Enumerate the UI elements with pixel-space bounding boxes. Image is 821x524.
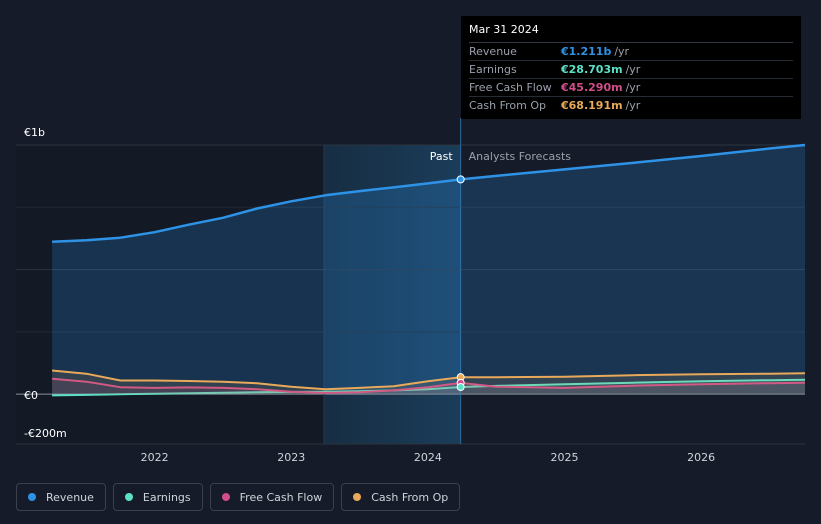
tooltip-row-revenue: Revenue €1.211b /yr [469, 43, 793, 61]
tooltip-unit: /yr [625, 63, 641, 76]
tooltip-label: Cash From Op [469, 99, 547, 112]
legend-label: Cash From Op [371, 490, 449, 504]
legend-item-free-cash-flow[interactable]: Free Cash Flow [209, 483, 335, 511]
legend-dot-icon [28, 493, 36, 501]
past-label: Past [430, 150, 454, 163]
x-tick-label: 2025 [551, 451, 579, 464]
tooltip: Mar 31 2024 Revenue €1.211b /yr Earnings… [461, 16, 801, 119]
legend-label: Revenue [46, 490, 94, 504]
tooltip-row-cash-from-op: Cash From Op €68.191m /yr [469, 97, 793, 114]
series-marker-revenue [456, 175, 465, 184]
series-line-free_cash_flow [52, 377, 806, 394]
tooltip-unit: /yr [614, 45, 630, 58]
forecast-label: Analysts Forecasts [469, 150, 572, 163]
legend-item-earnings[interactable]: Earnings [112, 483, 203, 511]
series-area-free_cash_flow [52, 378, 806, 395]
legend-label: Earnings [142, 490, 191, 504]
tooltip-row-earnings: Earnings €28.703m /yr [469, 61, 793, 79]
legend-item-cash-from-op[interactable]: Cash From Op [341, 483, 461, 511]
y-tick-label: -€200m [24, 427, 67, 440]
x-tick-label: 2026 [687, 451, 715, 464]
series-area-revenue [52, 145, 806, 395]
x-tick-label: 2024 [414, 451, 442, 464]
series-line-revenue [52, 143, 806, 243]
tooltip-row-free-cash-flow: Free Cash Flow €45.290m /yr [469, 79, 793, 97]
legend-dot-icon [353, 493, 362, 501]
tooltip-value: €68.191m [561, 99, 623, 112]
legend: Revenue Earnings Free Cash Flow Cash Fro… [16, 483, 467, 511]
tooltip-label: Revenue [469, 45, 517, 58]
legend-item-revenue[interactable]: Revenue [16, 483, 106, 511]
tooltip-value: €28.703m [561, 63, 623, 76]
y-tick-label: €1b [24, 126, 45, 139]
tooltip-value: €45.290m [561, 81, 623, 94]
legend-dot-icon [124, 493, 133, 501]
y-tick-label: €0 [24, 389, 38, 402]
series-line-cash_from_op [52, 369, 806, 391]
tooltip-label: Earnings [469, 63, 517, 76]
legend-dot-icon [221, 493, 230, 501]
tooltip-date: Mar 31 2024 [469, 23, 793, 43]
tooltip-label: Free Cash Flow [469, 81, 552, 94]
x-tick-label: 2022 [141, 451, 169, 464]
tooltip-value: €1.211b [561, 45, 612, 58]
legend-label: Free Cash Flow [239, 490, 323, 504]
tooltip-unit: /yr [625, 99, 641, 112]
x-tick-label: 2023 [277, 451, 305, 464]
series-marker-earnings [456, 383, 465, 392]
tooltip-unit: /yr [625, 81, 641, 94]
